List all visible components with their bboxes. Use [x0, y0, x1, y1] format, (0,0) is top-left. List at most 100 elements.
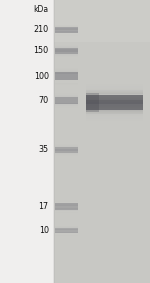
Bar	[55, 108, 78, 109]
Bar	[86, 125, 143, 126]
Bar	[55, 232, 78, 233]
Bar	[55, 28, 78, 29]
Bar	[86, 93, 143, 95]
Bar	[55, 95, 78, 96]
Bar	[55, 144, 78, 145]
Bar	[86, 111, 143, 113]
Bar	[86, 75, 143, 76]
Bar	[55, 145, 78, 146]
Text: 150: 150	[34, 46, 49, 55]
Bar	[55, 105, 78, 106]
Bar	[55, 97, 78, 104]
Bar	[55, 223, 78, 224]
Bar	[86, 121, 143, 123]
Bar	[55, 102, 78, 103]
Bar	[55, 207, 78, 208]
Bar	[55, 235, 78, 236]
Bar	[55, 50, 78, 51]
Bar	[86, 80, 143, 82]
Bar	[55, 74, 78, 75]
Bar	[86, 87, 143, 88]
Bar	[86, 106, 143, 107]
Bar	[55, 205, 78, 206]
Bar	[55, 25, 78, 26]
Bar	[55, 66, 78, 67]
Text: kDa: kDa	[34, 5, 49, 14]
Bar	[86, 89, 143, 90]
Bar	[55, 236, 78, 237]
Bar	[86, 84, 143, 85]
Text: 10: 10	[39, 226, 49, 235]
Bar	[55, 153, 78, 154]
Bar	[86, 98, 143, 99]
Bar	[86, 93, 99, 112]
Bar	[55, 146, 78, 147]
Bar	[86, 107, 143, 108]
Bar	[55, 231, 78, 232]
Bar	[86, 78, 143, 79]
Bar	[55, 55, 78, 56]
Bar	[86, 108, 143, 109]
Bar	[86, 128, 143, 130]
Bar	[55, 26, 78, 27]
Bar	[55, 229, 78, 230]
Bar	[86, 109, 143, 110]
Bar	[86, 105, 143, 106]
Bar	[86, 83, 143, 84]
Bar	[86, 80, 143, 81]
Bar	[86, 77, 143, 78]
Bar	[55, 203, 78, 210]
Bar	[55, 46, 78, 47]
Bar	[55, 109, 78, 110]
Bar	[86, 103, 143, 104]
Bar	[55, 44, 78, 45]
Text: 70: 70	[39, 96, 49, 105]
Bar	[55, 70, 78, 71]
Text: 35: 35	[39, 145, 49, 155]
Bar	[55, 35, 78, 36]
Bar	[86, 115, 143, 116]
Bar	[86, 122, 143, 123]
Bar	[54, 0, 150, 42]
Bar	[55, 91, 78, 92]
Bar	[86, 99, 143, 100]
Text: 210: 210	[34, 25, 49, 34]
Bar	[86, 91, 143, 92]
Bar	[55, 86, 78, 87]
Bar	[86, 121, 143, 122]
Bar	[55, 84, 78, 85]
Bar	[55, 150, 78, 151]
Bar	[86, 101, 143, 103]
Bar	[55, 56, 78, 57]
Bar	[86, 79, 143, 80]
Bar	[86, 112, 143, 113]
Bar	[86, 114, 143, 115]
Bar	[86, 104, 143, 105]
Bar	[55, 209, 78, 210]
Bar	[86, 97, 143, 98]
Bar	[55, 107, 78, 108]
Bar	[55, 22, 78, 23]
Bar	[55, 94, 78, 95]
Bar	[55, 155, 78, 156]
Bar	[55, 92, 78, 93]
Text: 17: 17	[39, 202, 49, 211]
Bar	[55, 96, 78, 97]
Bar	[55, 48, 78, 54]
Bar	[55, 237, 78, 238]
Bar	[86, 100, 143, 102]
Bar	[55, 208, 78, 209]
Bar	[86, 85, 143, 86]
Bar	[86, 88, 143, 89]
Bar	[86, 76, 143, 77]
Bar	[55, 104, 78, 105]
Bar	[86, 86, 143, 87]
Bar	[55, 54, 78, 55]
Bar	[55, 69, 78, 70]
Bar	[86, 126, 143, 127]
Bar	[55, 34, 78, 35]
Bar	[55, 226, 78, 227]
Bar	[55, 210, 78, 211]
Bar	[55, 71, 78, 72]
Bar	[55, 106, 78, 107]
